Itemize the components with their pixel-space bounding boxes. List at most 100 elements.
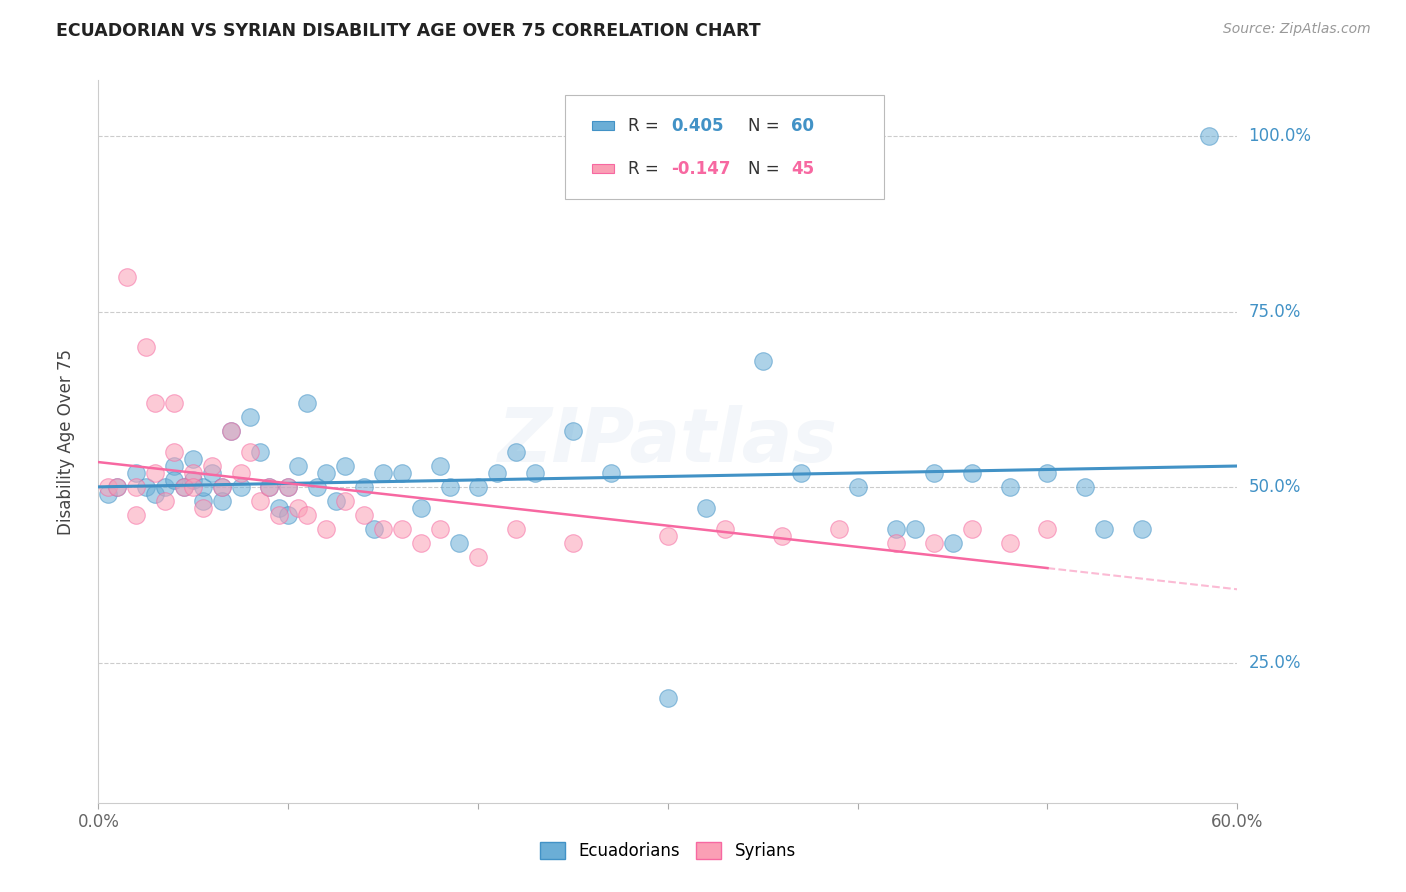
- Point: [221, 424, 243, 438]
- Text: 50.0%: 50.0%: [1249, 478, 1301, 496]
- Point: [335, 459, 357, 474]
- Point: [486, 466, 509, 480]
- Point: [524, 466, 547, 480]
- Point: [353, 508, 375, 523]
- Point: [135, 480, 157, 494]
- Point: [828, 522, 851, 536]
- Point: [391, 522, 413, 536]
- Point: [884, 536, 907, 550]
- Text: 25.0%: 25.0%: [1249, 654, 1301, 672]
- Text: 100.0%: 100.0%: [1249, 128, 1312, 145]
- Point: [505, 522, 527, 536]
- Point: [960, 466, 983, 480]
- Point: [249, 494, 271, 508]
- Point: [135, 340, 157, 354]
- Point: [201, 459, 224, 474]
- Text: N =: N =: [748, 117, 785, 135]
- Point: [695, 501, 717, 516]
- Point: [173, 480, 195, 494]
- Text: 75.0%: 75.0%: [1249, 302, 1301, 321]
- Point: [125, 508, 148, 523]
- Bar: [592, 164, 614, 173]
- Point: [287, 459, 309, 474]
- Point: [922, 466, 945, 480]
- Text: N =: N =: [748, 160, 785, 178]
- Point: [277, 480, 299, 494]
- Point: [371, 466, 394, 480]
- Point: [201, 466, 224, 480]
- Point: [411, 501, 433, 516]
- Point: [145, 466, 167, 480]
- Point: [371, 522, 394, 536]
- Point: [191, 480, 214, 494]
- Point: [211, 494, 233, 508]
- Point: [1074, 480, 1097, 494]
- Point: [259, 480, 281, 494]
- FancyBboxPatch shape: [565, 95, 884, 200]
- Point: [790, 466, 813, 480]
- Point: [145, 487, 167, 501]
- Point: [211, 480, 233, 494]
- Point: [259, 480, 281, 494]
- Point: [249, 445, 271, 459]
- Point: [183, 480, 205, 494]
- Text: R =: R =: [628, 160, 664, 178]
- Point: [183, 466, 205, 480]
- Text: 60: 60: [790, 117, 814, 135]
- Point: [239, 409, 262, 424]
- Point: [229, 466, 252, 480]
- Text: ZIPatlas: ZIPatlas: [498, 405, 838, 478]
- Point: [467, 480, 489, 494]
- Point: [505, 445, 527, 459]
- Point: [97, 480, 120, 494]
- Point: [191, 494, 214, 508]
- Point: [752, 354, 775, 368]
- Point: [1036, 466, 1059, 480]
- Point: [562, 424, 585, 438]
- Point: [335, 494, 357, 508]
- Point: [449, 536, 471, 550]
- Point: [325, 494, 347, 508]
- Point: [163, 396, 186, 410]
- Point: [163, 459, 186, 474]
- Text: ECUADORIAN VS SYRIAN DISABILITY AGE OVER 75 CORRELATION CHART: ECUADORIAN VS SYRIAN DISABILITY AGE OVER…: [56, 22, 761, 40]
- Point: [191, 501, 214, 516]
- Point: [315, 522, 337, 536]
- Point: [1036, 522, 1059, 536]
- Point: [467, 550, 489, 565]
- Point: [657, 690, 679, 705]
- Point: [267, 501, 290, 516]
- Point: [97, 487, 120, 501]
- Point: [145, 396, 167, 410]
- Point: [998, 536, 1021, 550]
- Point: [297, 396, 319, 410]
- Text: 45: 45: [790, 160, 814, 178]
- Text: 0.405: 0.405: [671, 117, 724, 135]
- Point: [714, 522, 737, 536]
- Point: [1198, 129, 1220, 144]
- Point: [315, 466, 337, 480]
- Point: [439, 480, 461, 494]
- Point: [153, 480, 176, 494]
- Point: [277, 480, 299, 494]
- Point: [657, 529, 679, 543]
- Text: R =: R =: [628, 117, 664, 135]
- Point: [922, 536, 945, 550]
- Point: [173, 480, 195, 494]
- Point: [411, 536, 433, 550]
- Point: [297, 508, 319, 523]
- Legend: Ecuadorians, Syrians: Ecuadorians, Syrians: [533, 835, 803, 867]
- Point: [107, 480, 129, 494]
- Point: [904, 522, 927, 536]
- Point: [183, 473, 205, 487]
- Point: [305, 480, 328, 494]
- Point: [998, 480, 1021, 494]
- Point: [600, 466, 623, 480]
- Point: [1094, 522, 1116, 536]
- Point: [942, 536, 965, 550]
- Point: [353, 480, 375, 494]
- Point: [125, 480, 148, 494]
- Point: [770, 529, 793, 543]
- Point: [562, 536, 585, 550]
- Text: Source: ZipAtlas.com: Source: ZipAtlas.com: [1223, 22, 1371, 37]
